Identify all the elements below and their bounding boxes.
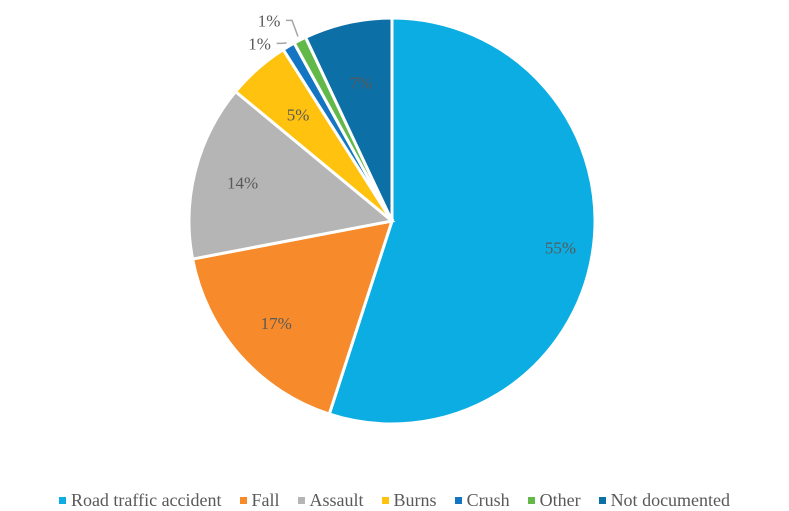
data-label-assault: 14% [227,174,258,193]
legend-label-road-traffic-accident: Road traffic accident [70,489,222,510]
legend-swatch-assault [297,496,305,504]
legend-label-not-documented: Not documented [610,489,731,510]
data-label-road-traffic-accident: 55% [545,239,576,258]
legend-swatch-other [527,496,535,504]
legend-item-assault: Assault [297,489,364,511]
legend-label-burns: Burns [393,489,437,510]
legend-label-fall: Fall [251,489,280,510]
data-label-not-documented: 7% [350,73,373,92]
legend-swatch-fall [239,496,247,504]
leader-line-other [286,19,299,37]
legend-item-road-traffic-accident: Road traffic accident [58,489,222,511]
pie-chart: 55% 17% 14% 5% 1% 1% 7% [187,11,597,426]
pie-slice-not-documented [303,16,394,222]
legend-swatch-crush [454,496,462,504]
leader-lines [276,19,299,45]
legend-label-other: Other [539,489,581,510]
legend-item-burns: Burns [381,489,437,511]
pie-slice-fall [190,219,395,416]
data-label-crush: 1% [248,34,271,53]
pie-slice-road-traffic-accident [327,16,597,426]
legend-swatch-not-documented [598,496,606,504]
legend: Road traffic accident Fall Assault Burns Cru… [0,489,789,511]
legend-item-fall: Fall [239,489,280,511]
data-label-other: 1% [258,11,281,30]
legend-swatch-burns [381,496,389,504]
legend-item-crush: Crush [454,489,510,511]
legend-item-other: Other [527,489,581,511]
legend-item-not-documented: Not documented [598,489,731,511]
legend-swatch-road-traffic-accident [58,496,66,504]
leader-line-crush [276,42,287,45]
pie-slice-assault [187,89,396,261]
data-label-fall: 17% [261,314,292,333]
slice-labels: 55% 17% 14% 5% 1% 1% 7% [227,11,576,333]
legend-label-assault: Assault [309,489,364,510]
legend-label-crush: Crush [466,489,510,510]
data-label-burns: 5% [287,105,310,124]
pie-slices [187,16,597,426]
